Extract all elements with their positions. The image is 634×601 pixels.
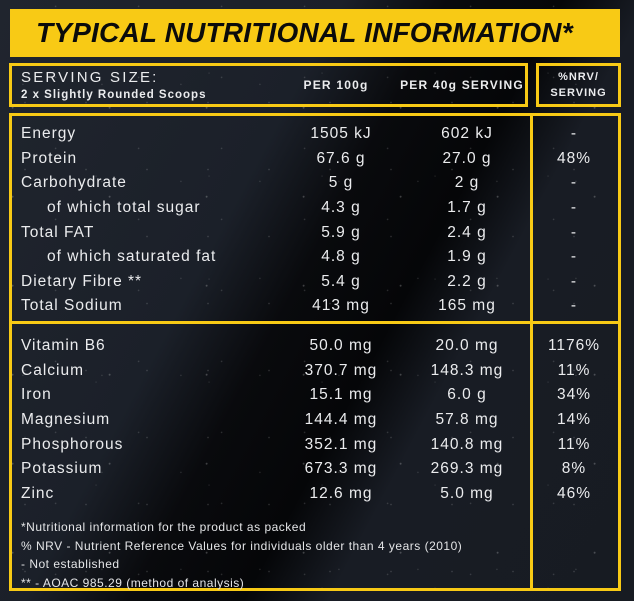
value-per-serving: 2.2 g — [447, 272, 487, 290]
serving-size-detail: 2 x Slightly Rounded Scoops — [21, 89, 207, 101]
value-per-serving: 27.0 g — [442, 149, 492, 167]
value-per-100g: 12.6 mg — [309, 484, 373, 502]
value-per-100g: 5.4 g — [321, 272, 361, 290]
nrv-header-line2: SERVING — [550, 87, 607, 99]
value-per-serving: 20.0 mg — [435, 337, 499, 355]
nutrient-label: Dietary Fibre ** — [21, 272, 143, 290]
nrv-column-divider — [530, 116, 533, 588]
micronutrients-section: Vitamin B6 50.0 mg 20.0 mg 1176% Calcium… — [12, 321, 618, 514]
nrv-value: - — [570, 125, 578, 143]
value-per-serving: 6.0 g — [447, 386, 487, 404]
value-per-serving: 2.4 g — [447, 223, 487, 241]
nutrient-label: Zinc — [21, 484, 55, 502]
value-per-100g: 4.3 g — [321, 199, 361, 217]
nrv-value: 8% — [561, 460, 587, 478]
table-header-row: SERVING SIZE: 2 x Slightly Rounded Scoop… — [9, 63, 621, 107]
value-per-100g: 67.6 g — [316, 149, 366, 167]
nrv-value: - — [570, 223, 578, 241]
footnote-line: - Not established — [21, 557, 120, 571]
nutrient-label: Total Sodium — [21, 297, 123, 315]
value-per-serving: 57.8 mg — [435, 411, 499, 429]
nutrient-label: Energy — [21, 125, 77, 143]
value-per-serving: 1.9 g — [447, 248, 487, 266]
value-per-100g: 5 g — [328, 174, 354, 192]
value-per-100g: 144.4 mg — [304, 411, 378, 429]
nutrition-table: Energy 1505 kJ 602 kJ - Protein 67.6 g 2… — [9, 113, 621, 591]
nutrient-label: Potassium — [21, 460, 103, 478]
column-header-per-100g: PER 100g — [303, 78, 369, 92]
nrv-value: - — [570, 272, 578, 290]
footnote-line: ** - AOAC 985.29 (method of analysis) — [21, 575, 245, 590]
table-row: of which total sugar 4.3 g 1.7 g - — [12, 196, 618, 221]
nrv-value: 11% — [557, 361, 591, 379]
nutrient-label: Total FAT — [21, 223, 95, 241]
footnotes: *Nutritional information for the product… — [12, 514, 516, 592]
value-per-100g: 5.9 g — [321, 223, 361, 241]
value-per-serving: 140.8 mg — [430, 435, 504, 453]
column-header-per-serving: PER 40g SERVING — [400, 78, 524, 92]
nrv-value: - — [570, 297, 578, 315]
nutrient-label: Magnesium — [21, 411, 111, 429]
nrv-value: 14% — [556, 411, 592, 429]
nrv-value: - — [570, 174, 578, 192]
value-per-serving: 269.3 mg — [430, 460, 504, 478]
value-per-100g: 1505 kJ — [310, 125, 372, 143]
macronutrients-section: Energy 1505 kJ 602 kJ - Protein 67.6 g 2… — [12, 116, 618, 321]
nutrient-label: of which total sugar — [47, 199, 201, 217]
value-per-serving: 165 mg — [438, 297, 496, 315]
table-header-main: SERVING SIZE: 2 x Slightly Rounded Scoop… — [9, 63, 528, 107]
footnote-line: *Nutritional information for the product… — [21, 520, 307, 534]
value-per-100g: 370.7 mg — [304, 361, 378, 379]
table-row: of which saturated fat 4.8 g 1.9 g - — [12, 245, 618, 270]
table-row: Magnesium 144.4 mg 57.8 mg 14% — [12, 408, 618, 433]
table-row: Zinc 12.6 mg 5.0 mg 46% — [12, 482, 618, 507]
nutrient-label: Iron — [21, 386, 52, 404]
nutrient-label: Vitamin B6 — [21, 337, 106, 355]
table-row: Dietary Fibre ** 5.4 g 2.2 g - — [12, 270, 618, 295]
value-per-serving: 602 kJ — [441, 125, 493, 143]
column-header-nrv: %NRV/ SERVING — [536, 63, 621, 107]
nutrient-label: Calcium — [21, 361, 84, 379]
nutrient-label: of which saturated fat — [47, 248, 217, 266]
nrv-value: 34% — [556, 386, 592, 404]
nrv-value: - — [570, 248, 578, 266]
title-bar: TYPICAL NUTRITIONAL INFORMATION* — [10, 9, 620, 57]
table-row: Protein 67.6 g 27.0 g 48% — [12, 147, 618, 172]
value-per-100g: 352.1 mg — [304, 435, 378, 453]
value-per-serving: 1.7 g — [447, 199, 487, 217]
table-row: Total Sodium 413 mg 165 mg - — [12, 294, 618, 319]
value-per-100g: 673.3 mg — [304, 460, 378, 478]
serving-size-block: SERVING SIZE: 2 x Slightly Rounded Scoop… — [12, 69, 273, 101]
nrv-value: 46% — [556, 484, 592, 502]
value-per-100g: 4.8 g — [321, 248, 361, 266]
value-per-serving: 148.3 mg — [430, 361, 504, 379]
value-per-100g: 413 mg — [312, 297, 370, 315]
table-row: Total FAT 5.9 g 2.4 g - — [12, 220, 618, 245]
nrv-header-line1: %NRV/ — [558, 70, 599, 83]
footnote-line: % NRV - Nutrient Reference Values for in… — [21, 538, 463, 553]
value-per-serving: 5.0 mg — [440, 484, 494, 502]
value-per-100g: 15.1 mg — [309, 386, 373, 404]
nrv-value: 1176% — [547, 337, 601, 355]
page-title: TYPICAL NUTRITIONAL INFORMATION* — [36, 17, 573, 48]
table-row: Phosphorous 352.1 mg 140.8 mg 11% — [12, 432, 618, 457]
nrv-value: 48% — [556, 149, 592, 167]
nrv-value: - — [570, 199, 578, 217]
nutrient-label: Protein — [21, 149, 78, 167]
table-row: Carbohydrate 5 g 2 g - — [12, 171, 618, 196]
table-row: Iron 15.1 mg 6.0 g 34% — [12, 383, 618, 408]
value-per-100g: 50.0 mg — [309, 337, 373, 355]
nrv-value: 11% — [557, 435, 591, 453]
nutrient-label: Carbohydrate — [21, 174, 127, 192]
table-row: Vitamin B6 50.0 mg 20.0 mg 1176% — [12, 334, 618, 359]
table-row: Energy 1505 kJ 602 kJ - — [12, 122, 618, 147]
serving-size-label: SERVING SIZE: — [21, 69, 159, 86]
table-row: Calcium 370.7 mg 148.3 mg 11% — [12, 359, 618, 384]
value-per-serving: 2 g — [454, 174, 480, 192]
table-row: Potassium 673.3 mg 269.3 mg 8% — [12, 457, 618, 482]
nutrient-label: Phosphorous — [21, 435, 124, 453]
